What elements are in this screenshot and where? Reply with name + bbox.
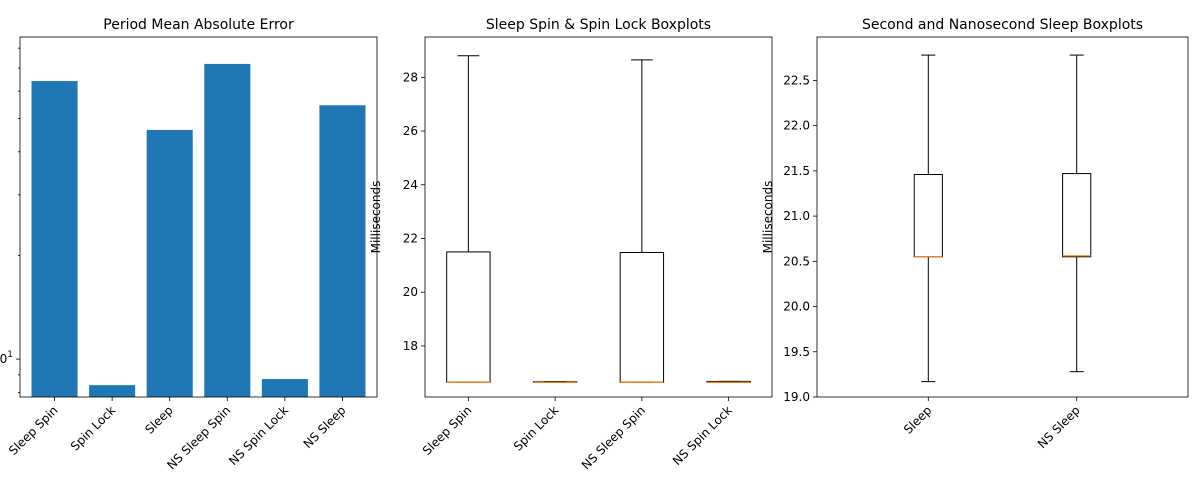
x-tick-label-ns-spin-lock: NS Spin Lock [226, 403, 291, 468]
x-tick-label-sleep-spin: Sleep Spin [420, 403, 475, 458]
box-sleep [913, 173, 943, 258]
y-tick-label: 22.5 [783, 73, 810, 87]
x-tick-label-sleep: Sleep [142, 403, 175, 436]
x-tick-label-ns-sleep-spin: NS Sleep Spin [579, 403, 648, 472]
sleep-spin-boxplot-chart: 18 20 22 24 26 28 Sleep Spin Spin Lock NS Sleep … [369, 17, 773, 472]
x-tick-label-sleep-spin: Sleep Spin [6, 403, 61, 458]
y-tick-label: 20.0 [783, 300, 810, 314]
x-tick-label-spin-lock: Spin Lock [68, 403, 118, 453]
chart-title: Second and Nanosecond Sleep Boxplots [862, 17, 1143, 33]
y-tick-label: 18 [403, 339, 418, 353]
x-tick-label-sleep: Sleep [901, 403, 934, 436]
bar-sleep [146, 129, 193, 397]
y-tick-label: 19.0 [783, 390, 810, 404]
y-tick-label: 101 [0, 350, 13, 366]
y-tick-exponent: 1 [7, 350, 13, 360]
x-tick-label-spin-lock: Spin Lock [511, 403, 561, 453]
axes-frame [424, 36, 773, 398]
axes-frame [816, 36, 1189, 398]
chart-title: Period Mean Absolute Error [103, 17, 294, 33]
bar-spin-lock [89, 385, 136, 397]
x-tick-label-ns-sleep: NS Sleep [301, 403, 349, 451]
y-tick-label: 28 [403, 70, 418, 84]
bar-sleep-spin [31, 81, 78, 398]
x-tick-label-ns-spin-lock: NS Spin Lock [670, 403, 735, 468]
sleep-ns-boxplot-chart: 19.0 19.5 20.0 20.5 21.0 21.5 22.0 22.5 Sleep NS … [761, 17, 1189, 451]
bar-ns-sleep-spin [204, 63, 251, 397]
y-axis-label: Milliseconds [369, 181, 383, 254]
box-sleep-spin [446, 251, 491, 383]
y-tick-base: 10 [0, 352, 7, 366]
x-tick-label-ns-sleep: NS Sleep [1035, 403, 1083, 451]
axes-frame [19, 36, 378, 398]
y-tick-label: 20.5 [783, 254, 810, 268]
box-ns-sleep-spin [619, 251, 665, 383]
y-tick-label: 26 [403, 124, 418, 138]
bar-ns-sleep [319, 105, 366, 397]
chart-title: Sleep Spin & Spin Lock Boxplots [486, 17, 711, 33]
box-ns-sleep [1062, 173, 1092, 258]
y-tick-label: 20 [403, 285, 418, 299]
y-tick-label: 21.0 [783, 209, 810, 223]
y-tick-label: 21.5 [783, 164, 810, 178]
y-tick-label: 19.5 [783, 345, 810, 359]
y-tick-label: 22.0 [783, 119, 810, 133]
bar-ns-spin-lock [261, 379, 308, 397]
y-axis-label: Milliseconds [761, 181, 775, 254]
y-tick-label: 24 [403, 178, 418, 192]
y-tick-label: 22 [403, 231, 418, 245]
